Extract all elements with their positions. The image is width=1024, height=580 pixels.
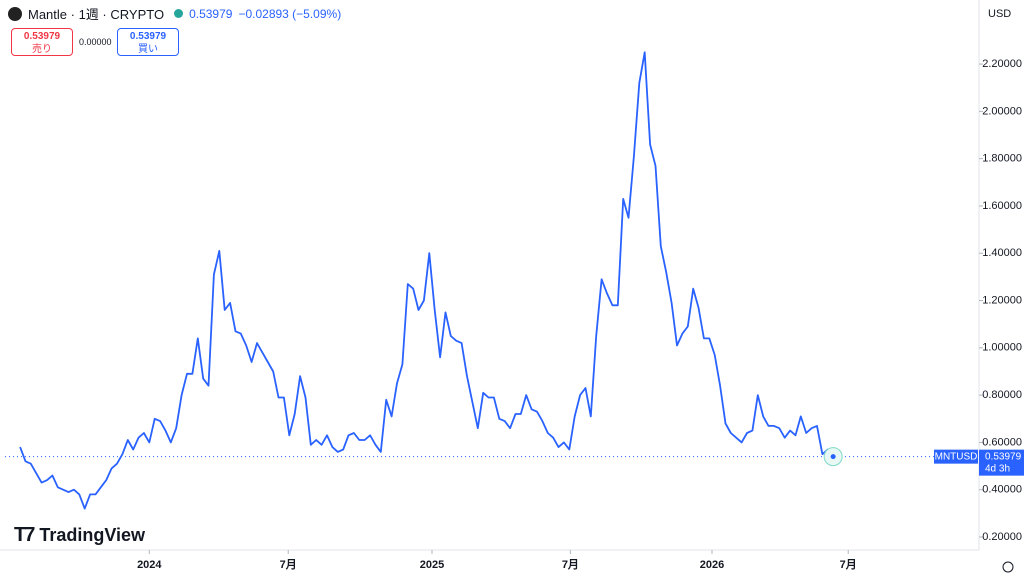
x-tick-label: 7月 (840, 558, 857, 571)
countdown: 4d 3h (985, 463, 1010, 474)
header-change: −0.02893 (−5.09%) (238, 6, 342, 21)
price-tag-label: 0.53979 (985, 451, 1022, 462)
x-tick-label: 7月 (562, 558, 579, 571)
y-tick-label: 1.80000 (982, 153, 1022, 165)
x-tick-label: 2025 (420, 559, 444, 571)
y-tick-label: 1.60000 (982, 200, 1022, 212)
x-tick-label: 2026 (700, 559, 724, 571)
logo[interactable]: T7 TradingView (14, 524, 145, 547)
price-line (19, 51, 834, 510)
y-tick-label: 1.20000 (982, 294, 1022, 306)
y-tick-label: 0.20000 (982, 531, 1022, 543)
symbol-title[interactable]: Mantle · 1週 · CRYPTO (28, 7, 165, 22)
buy-button[interactable]: 0.53979 買い (117, 28, 179, 56)
logo-mark: T7 (14, 524, 35, 546)
symbol-tag-label: MNTUSD (935, 451, 978, 462)
y-tick-label: 2.20000 (982, 58, 1022, 70)
y-tick-label: 0.40000 (982, 484, 1022, 496)
x-tick-label: 7月 (280, 558, 297, 571)
y-tick-label: 0.60000 (982, 436, 1022, 448)
y-tick-label: 1.00000 (982, 342, 1022, 354)
currency[interactable]: USD (988, 8, 1012, 20)
last-point (830, 454, 836, 460)
symbol-icon (8, 6, 22, 21)
symbol-tag (934, 449, 978, 464)
logo-text: TradingView (39, 525, 146, 545)
y-tick-label: 1.40000 (982, 247, 1022, 259)
y-tick-label: 0.80000 (982, 389, 1022, 401)
buy-label: 買い (138, 44, 158, 55)
sell-price: 0.53979 (23, 31, 61, 42)
buy-price: 0.53979 (129, 31, 167, 42)
status-dot (174, 9, 184, 18)
price-tag (979, 449, 1024, 476)
spread: 0.00000 (79, 37, 112, 47)
y-tick-label: 2.00000 (982, 105, 1022, 117)
settings-icon[interactable] (1002, 561, 1014, 573)
header-price: 0.53979 (189, 6, 233, 21)
sell-label: 売り (32, 44, 52, 55)
x-tick-label: 2024 (137, 559, 162, 571)
header: Mantle · 1週 · CRYPTO 0.53979 −0.02893 (−… (8, 4, 341, 23)
sell-button[interactable]: 0.53979 売り (11, 28, 73, 56)
